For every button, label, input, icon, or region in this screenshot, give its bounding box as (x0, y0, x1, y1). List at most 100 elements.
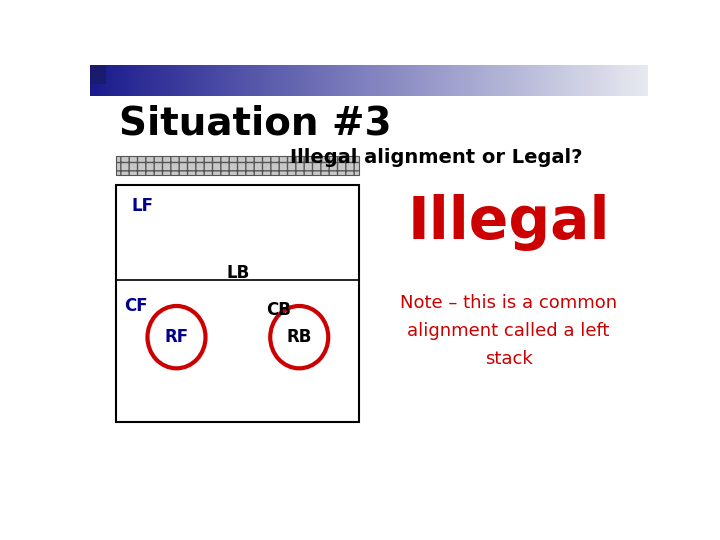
Bar (534, 65, 536, 96)
Bar (199, 65, 202, 96)
Bar (553, 65, 556, 96)
Bar (269, 65, 271, 96)
Bar (196, 65, 199, 96)
Bar (305, 65, 307, 96)
Bar (96, 65, 99, 96)
Bar (333, 65, 336, 96)
Bar (358, 65, 361, 96)
Text: Note – this is a common
alignment called a left
stack: Note – this is a common alignment called… (400, 294, 617, 368)
Bar (171, 65, 174, 96)
Bar (495, 65, 498, 96)
Bar (101, 65, 104, 96)
Bar (99, 65, 101, 96)
Bar (361, 65, 364, 96)
Bar (394, 65, 397, 96)
Bar (151, 65, 154, 96)
Bar (492, 65, 495, 96)
Bar (294, 65, 297, 96)
Bar (104, 65, 107, 96)
Bar (422, 65, 425, 96)
Text: LB: LB (227, 264, 250, 282)
Bar (517, 65, 520, 96)
Bar (539, 65, 542, 96)
Bar (556, 65, 559, 96)
Bar (369, 65, 372, 96)
Bar (235, 65, 238, 96)
Bar (405, 65, 408, 96)
Text: CB: CB (266, 301, 291, 319)
Text: Illegal: Illegal (408, 194, 610, 251)
Bar (221, 65, 224, 96)
Bar (366, 65, 369, 96)
Bar (526, 65, 528, 96)
Bar (132, 65, 135, 96)
Bar (282, 65, 285, 96)
Bar (124, 65, 126, 96)
Bar (227, 65, 230, 96)
Bar (238, 65, 240, 96)
Bar (277, 65, 280, 96)
Bar (528, 65, 531, 96)
Bar (213, 65, 215, 96)
Bar (135, 65, 138, 96)
Bar (584, 65, 587, 96)
Bar (118, 65, 121, 96)
Bar (520, 65, 523, 96)
Bar (545, 65, 547, 96)
Bar (93, 65, 96, 96)
Bar (204, 65, 207, 96)
Bar (595, 65, 598, 96)
Bar (609, 65, 612, 96)
Bar (121, 65, 124, 96)
Bar (143, 65, 145, 96)
Bar (386, 65, 389, 96)
Bar (324, 65, 327, 96)
Bar (600, 65, 603, 96)
Bar (166, 65, 168, 96)
Bar (176, 65, 179, 96)
Bar (408, 65, 411, 96)
Bar (193, 65, 196, 96)
Bar (145, 65, 148, 96)
Bar (380, 65, 383, 96)
Bar (559, 65, 562, 96)
Bar (428, 65, 431, 96)
Bar (590, 65, 593, 96)
Text: CF: CF (125, 297, 148, 315)
Bar (461, 65, 464, 96)
Bar (550, 65, 553, 96)
Bar (300, 65, 302, 96)
Bar (472, 65, 475, 96)
Bar (389, 65, 392, 96)
Bar (202, 65, 204, 96)
Bar (160, 65, 163, 96)
Bar (285, 65, 288, 96)
Bar (444, 65, 447, 96)
Bar (291, 65, 294, 96)
Bar (129, 65, 132, 96)
Bar (377, 65, 380, 96)
Bar (263, 65, 266, 96)
Bar (154, 65, 157, 96)
Bar (498, 65, 500, 96)
Bar (587, 65, 590, 96)
Bar (397, 65, 400, 96)
Bar (450, 65, 453, 96)
Bar (645, 65, 648, 96)
Bar (486, 65, 489, 96)
Bar (578, 65, 581, 96)
Bar (341, 65, 344, 96)
Bar (593, 65, 595, 96)
Bar (459, 65, 461, 96)
Ellipse shape (148, 306, 205, 368)
Bar (615, 65, 617, 96)
Text: LF: LF (132, 197, 154, 215)
Bar (322, 65, 324, 96)
Bar (249, 65, 252, 96)
Bar (255, 65, 258, 96)
Text: Situation #3: Situation #3 (119, 104, 392, 143)
Bar (436, 65, 438, 96)
Bar (224, 65, 227, 96)
Bar (508, 65, 511, 96)
Bar (182, 65, 185, 96)
